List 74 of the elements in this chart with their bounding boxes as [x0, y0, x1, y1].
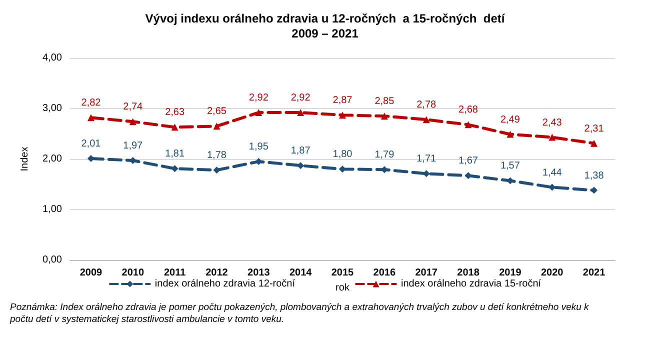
y-tick-label: 4,00 — [42, 52, 62, 64]
y-tick-label: 3,00 — [42, 103, 62, 114]
point — [590, 140, 598, 147]
x-axis-title: rok — [336, 282, 350, 294]
x-tick-label: 2011 — [164, 268, 186, 278]
data-label: 2,85 — [374, 96, 395, 108]
x-tick-label: 2021 — [582, 268, 606, 278]
legend-label: index orálneho zdravia 12-roční — [154, 278, 296, 290]
legend-label: index orálneho zdravia 15-roční — [401, 278, 542, 290]
point — [464, 172, 472, 180]
data-label: 1,95 — [248, 142, 269, 153]
point — [339, 166, 346, 173]
data-label: 1,80 — [332, 149, 353, 160]
point — [171, 124, 178, 131]
point — [464, 121, 472, 128]
point — [590, 186, 598, 194]
x-tick-label: 2016 — [373, 268, 396, 278]
x-tick-label: 2020 — [540, 268, 564, 278]
data-label: 1,57 — [500, 160, 520, 172]
data-label: 2,92 — [290, 92, 311, 104]
data-label: 2,49 — [500, 114, 520, 126]
data-label: 2,68 — [458, 104, 478, 116]
data-label: 2,63 — [165, 107, 185, 118]
point — [255, 109, 262, 116]
data-label: 1,81 — [165, 148, 185, 160]
x-tick-label: 2019 — [499, 268, 522, 278]
data-label: 2,43 — [542, 117, 562, 128]
point — [548, 184, 556, 191]
y-axis-title: Index — [20, 146, 30, 172]
point — [506, 130, 514, 138]
x-tick-label: 2018 — [457, 268, 480, 278]
point — [213, 166, 220, 174]
point — [339, 112, 346, 119]
point — [87, 154, 94, 162]
data-label: 2,82 — [81, 98, 102, 109]
data-label: 1,97 — [123, 140, 144, 152]
data-label: 1,71 — [416, 154, 437, 165]
point — [422, 116, 430, 124]
data-label: 2,87 — [332, 95, 353, 106]
y-tick-label: 2,00 — [42, 154, 62, 164]
data-label: 2,74 — [123, 102, 144, 113]
point — [255, 158, 262, 166]
x-tick-label: 2012 — [206, 268, 228, 278]
x-tick-label: 2010 — [122, 268, 144, 278]
data-label: 1,44 — [542, 167, 562, 178]
data-label: 1,79 — [374, 150, 395, 161]
point — [297, 109, 304, 116]
y-tick-label: 1,00 — [42, 204, 62, 215]
point — [297, 162, 304, 170]
point — [87, 114, 94, 122]
data-label: 1,38 — [584, 170, 604, 182]
data-label: 2,78 — [416, 100, 437, 111]
point — [380, 112, 388, 120]
data-label: 2,65 — [206, 106, 227, 118]
x-tick-label: 2017 — [415, 268, 438, 278]
point — [213, 122, 220, 130]
x-tick-label: 2014 — [289, 268, 312, 278]
y-tick-label: 0,00 — [42, 254, 62, 266]
data-label: 2,92 — [248, 92, 269, 104]
chart-title: Vývoj indexu orálneho zdravia u 12-ročných a 15-ročných detí 2009 – 2021 — [145, 12, 506, 40]
text: Poznámka: Index orálneho zdravia je pomer počtu pokazených, plombovaných a extrahovaných trvalých zubov u detí konkrétneho veku k počtu detí v systematickej starostlivosti ambulancie v tomto veku. — [10, 302, 590, 326]
point — [129, 118, 136, 126]
point — [506, 177, 514, 184]
data-label: 2,01 — [81, 138, 102, 150]
data-label: 2,31 — [584, 123, 604, 134]
point — [171, 165, 178, 172]
x-tick-label: 2015 — [331, 268, 354, 278]
x-tick-label: 2009 — [80, 268, 103, 278]
data-label: 1,87 — [290, 146, 311, 157]
x-tick-label: 2013 — [248, 268, 270, 278]
point — [548, 134, 556, 141]
data-label: 1,67 — [458, 156, 478, 167]
point — [422, 170, 430, 178]
data-label: 1,78 — [206, 150, 227, 162]
